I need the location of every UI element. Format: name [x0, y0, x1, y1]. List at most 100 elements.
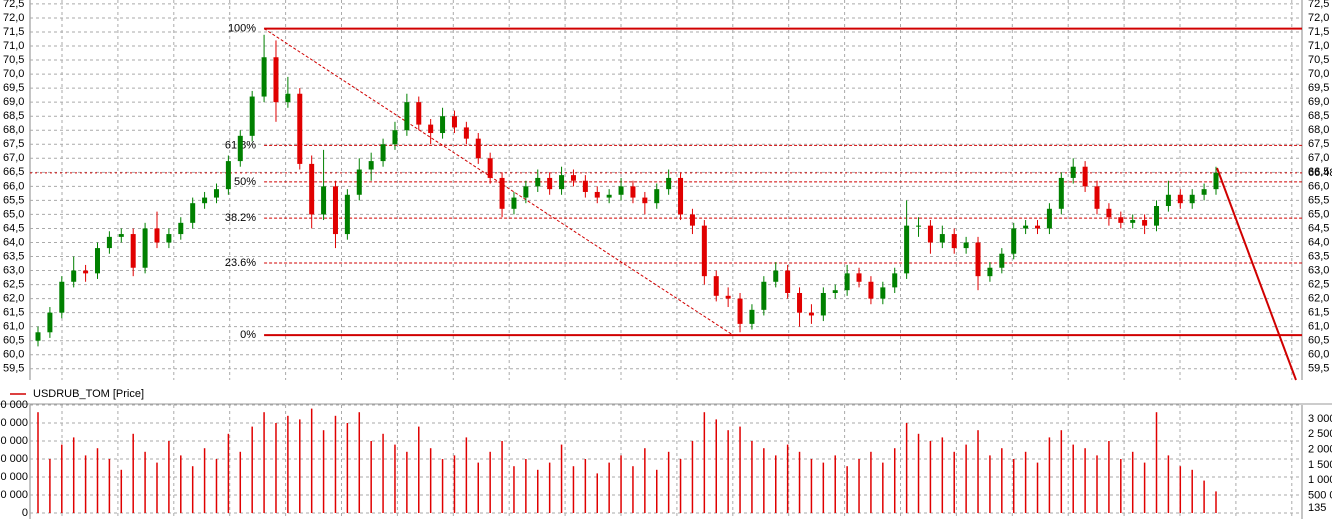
y2-tick-label: 71,0	[1308, 40, 1329, 52]
y2-tick-label: 66,5	[1308, 166, 1329, 178]
candle-body	[880, 287, 886, 299]
candle-body	[297, 93, 303, 164]
candle-body	[904, 225, 910, 274]
y-tick-label: 72,5	[3, 0, 24, 10]
candle-body	[523, 186, 529, 198]
candle-body	[380, 144, 386, 162]
candle-body	[951, 234, 957, 249]
fib-label: 100%	[228, 23, 256, 35]
y-tick-label: 64,0	[3, 236, 24, 248]
y-tick-label: 65,0	[3, 208, 24, 220]
candle-body	[404, 102, 410, 131]
y2-tick-label: 70,5	[1308, 54, 1329, 66]
volume-tick-label: 1 500 000	[0, 453, 28, 465]
y-tick-label: 71,0	[3, 40, 24, 52]
candle-body	[832, 290, 838, 293]
candle-body	[142, 228, 148, 268]
y2-tick-label: 61,0	[1308, 321, 1329, 333]
y-tick-label: 62,5	[3, 278, 24, 290]
candle-body	[642, 197, 648, 204]
y-tick-label: 60,0	[3, 349, 24, 361]
candle-body	[725, 295, 731, 299]
candle-body	[785, 270, 791, 293]
volume-y2-tick-label: 1 500 000	[1308, 459, 1332, 471]
candle-body	[487, 158, 493, 178]
fib-label: 50%	[234, 176, 256, 188]
y-tick-label: 67,5	[3, 138, 24, 150]
y2-tick-label: 70,0	[1308, 68, 1329, 80]
y2-tick-label: 71,5	[1308, 26, 1329, 38]
candle-body	[440, 116, 446, 134]
volume-tick-label: 500 000	[0, 489, 28, 501]
candle-body	[713, 276, 719, 296]
candle-body	[1201, 189, 1207, 195]
y-tick-label: 62,0	[3, 293, 24, 305]
candle-body	[678, 177, 684, 215]
candle-body	[261, 57, 267, 97]
candle-body	[332, 186, 338, 235]
fib-diagonal	[263, 28, 734, 336]
y2-tick-label: 64,0	[1308, 236, 1329, 248]
candle-body	[35, 332, 41, 341]
candle-body	[130, 234, 136, 268]
candle-body	[606, 194, 612, 198]
candle-body	[630, 186, 636, 198]
candle-body	[1142, 220, 1148, 226]
candle-body	[154, 228, 160, 243]
y2-tick-label: 63,0	[1308, 264, 1329, 276]
volume-tick-label: 2 000 000	[0, 435, 28, 447]
y2-tick-label: 67,0	[1308, 152, 1329, 164]
candle-body	[225, 161, 231, 190]
candle-body	[428, 124, 434, 134]
candle-body	[368, 161, 374, 170]
candle-body	[83, 270, 89, 274]
candle-body	[59, 281, 65, 313]
y2-tick-label: 66,0	[1308, 180, 1329, 192]
candle-body	[797, 292, 803, 313]
y-tick-label: 66,5	[3, 166, 24, 178]
candle-body	[582, 180, 588, 192]
candle-body	[1035, 225, 1041, 229]
candle-body	[309, 163, 315, 215]
y2-tick-label: 65,5	[1308, 194, 1329, 206]
volume-tick-label: 2 500 000	[0, 417, 28, 429]
candle-body	[321, 186, 327, 215]
volume-y2-tick-label: 3 000 000	[1308, 413, 1332, 425]
y-tick-label: 68,5	[3, 110, 24, 122]
candle-body	[666, 177, 672, 190]
y-tick-label: 69,0	[3, 96, 24, 108]
y-tick-label: 61,0	[3, 321, 24, 333]
candle-body	[570, 175, 576, 181]
y-tick-label: 66,0	[3, 180, 24, 192]
y2-tick-label: 62,5	[1308, 278, 1329, 290]
candle-body	[892, 273, 898, 288]
candle-body	[451, 116, 457, 128]
y2-tick-label: 60,5	[1308, 335, 1329, 347]
y2-tick-label: 72,5	[1308, 0, 1329, 10]
candle-body	[1165, 194, 1171, 206]
y-tick-label: 67,0	[3, 152, 24, 164]
candle-body	[499, 177, 505, 209]
candle-body	[1213, 172, 1219, 190]
y-tick-label: 64,5	[3, 222, 24, 234]
volume-tick-label: 3 000 000	[0, 399, 28, 411]
volume-tick-label: 0	[22, 507, 28, 519]
y2-tick-label: 69,5	[1308, 82, 1329, 94]
candle-body	[71, 270, 77, 282]
candle-body	[94, 248, 100, 274]
y-tick-label: 71,5	[3, 26, 24, 38]
candle-body	[1046, 208, 1052, 229]
candle-body	[963, 242, 969, 249]
y2-tick-label: 60,0	[1308, 349, 1329, 361]
y2-tick-label: 68,5	[1308, 110, 1329, 122]
candle-body	[475, 138, 481, 159]
candle-body	[987, 267, 993, 277]
candle-body	[1106, 208, 1112, 218]
candle-body	[654, 189, 660, 204]
candle-body	[249, 96, 255, 136]
y-tick-label: 72,0	[3, 12, 24, 24]
candle-body	[535, 177, 541, 187]
y-tick-label: 65,5	[3, 194, 24, 206]
candle-body	[773, 270, 779, 282]
